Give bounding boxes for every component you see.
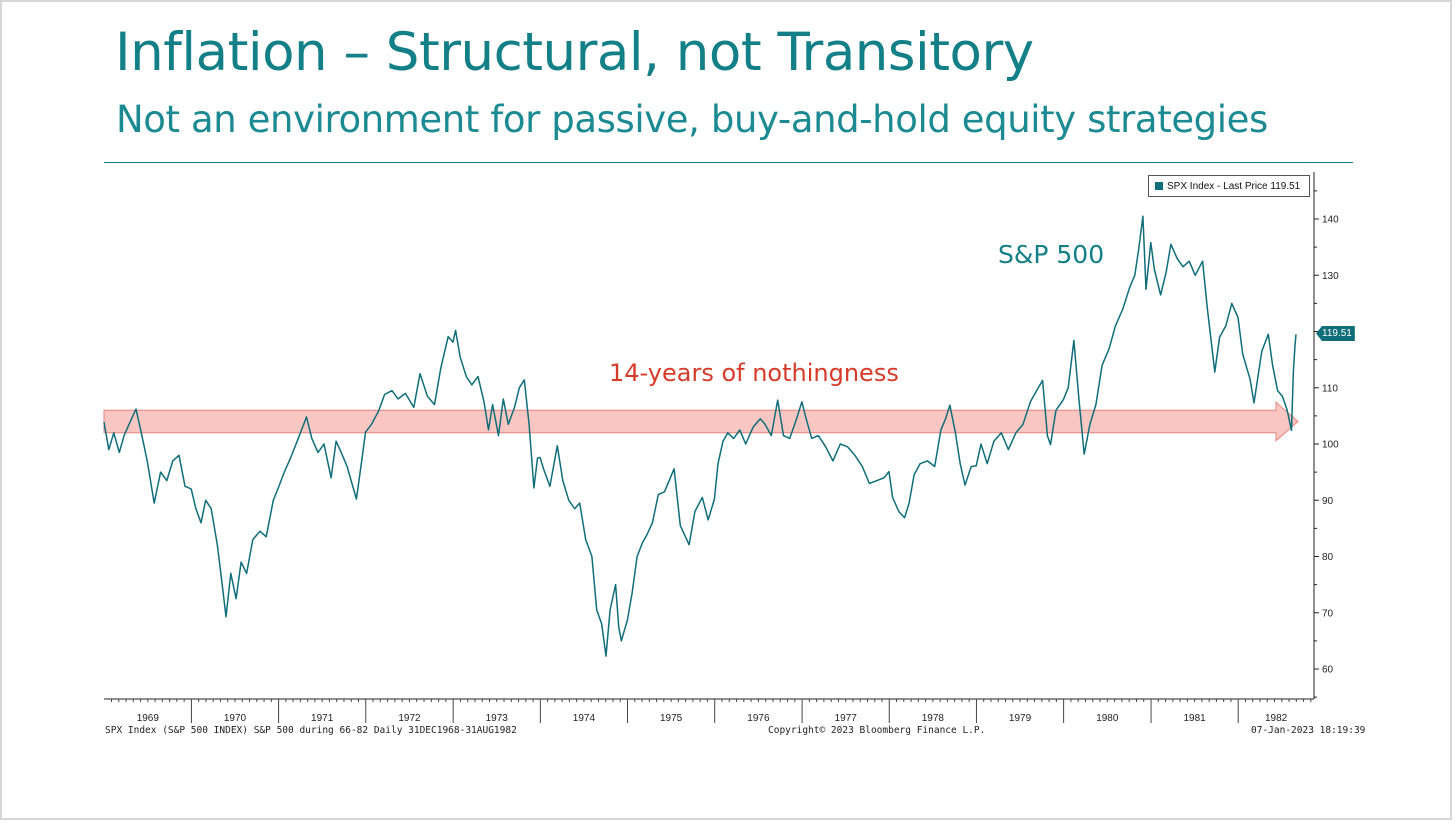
footer-source: SPX Index (S&P 500 INDEX) S&P 500 during… (105, 725, 517, 736)
y-tick-label: 60 (1322, 665, 1334, 676)
legend-label: SPX Index - Last Price 119.51 (1167, 180, 1301, 192)
slide-subtitle: Not an environment for passive, buy-and-… (116, 98, 1268, 141)
x-tick-label: 1969 (137, 713, 160, 724)
x-tick-label: 1970 (224, 713, 247, 724)
series-annotation: S&P 500 (998, 240, 1105, 269)
nothingness-band-arrow (103, 401, 1299, 442)
y-tick-label: 110 (1322, 383, 1338, 394)
x-tick-label: 1978 (922, 713, 945, 724)
slide-title: Inflation – Structural, not Transitory (115, 22, 1034, 83)
x-tick-label: 1976 (747, 713, 770, 724)
x-tick-label: 1974 (573, 713, 596, 724)
x-tick-label: 1981 (1183, 713, 1206, 724)
title-divider (104, 162, 1353, 163)
x-tick-label: 1979 (1009, 713, 1032, 724)
y-tick-label: 130 (1322, 271, 1339, 282)
y-tick-label: 70 (1322, 608, 1334, 619)
chart-legend: SPX Index - Last Price 119.51 (1148, 175, 1310, 197)
x-tick-label: 1982 (1265, 713, 1288, 724)
footer-copyright: Copyright© 2023 Bloomberg Finance L.P. (768, 725, 986, 736)
x-tick-label: 1973 (486, 713, 509, 724)
last-price-tag: 119.51 (1316, 326, 1355, 341)
y-tick-label: 80 (1322, 552, 1334, 563)
x-tick-label: 1975 (660, 713, 683, 724)
y-tick-label: 90 (1322, 496, 1334, 507)
band-annotation: 14-years of nothingness (609, 359, 899, 387)
spx-price-line (103, 215, 1297, 657)
y-tick-label: 140 (1322, 215, 1339, 226)
legend-swatch (1155, 182, 1163, 190)
footer-timestamp: 07-Jan-2023 18:19:39 (1251, 725, 1366, 736)
x-tick-label: 1971 (311, 713, 334, 724)
x-tick-label: 1980 (1096, 713, 1119, 724)
chart-axes: 6070809010011012013014019691970197119721… (104, 172, 1339, 724)
x-tick-label: 1977 (835, 713, 858, 724)
x-tick-label: 1972 (398, 713, 421, 724)
y-tick-label: 100 (1322, 440, 1339, 451)
